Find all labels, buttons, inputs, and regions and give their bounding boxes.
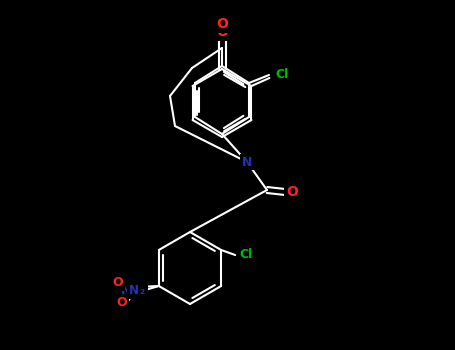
Text: Cl: Cl [275, 71, 288, 84]
Text: N: N [242, 155, 252, 168]
Text: N: N [129, 285, 139, 297]
Text: O: O [216, 17, 228, 31]
Text: O: O [216, 25, 228, 39]
Text: O: O [116, 296, 127, 309]
Text: O: O [112, 276, 123, 289]
Text: NO₂: NO₂ [121, 285, 147, 297]
Text: Cl: Cl [239, 248, 253, 261]
Text: O: O [286, 185, 298, 199]
Text: Cl: Cl [275, 69, 288, 82]
